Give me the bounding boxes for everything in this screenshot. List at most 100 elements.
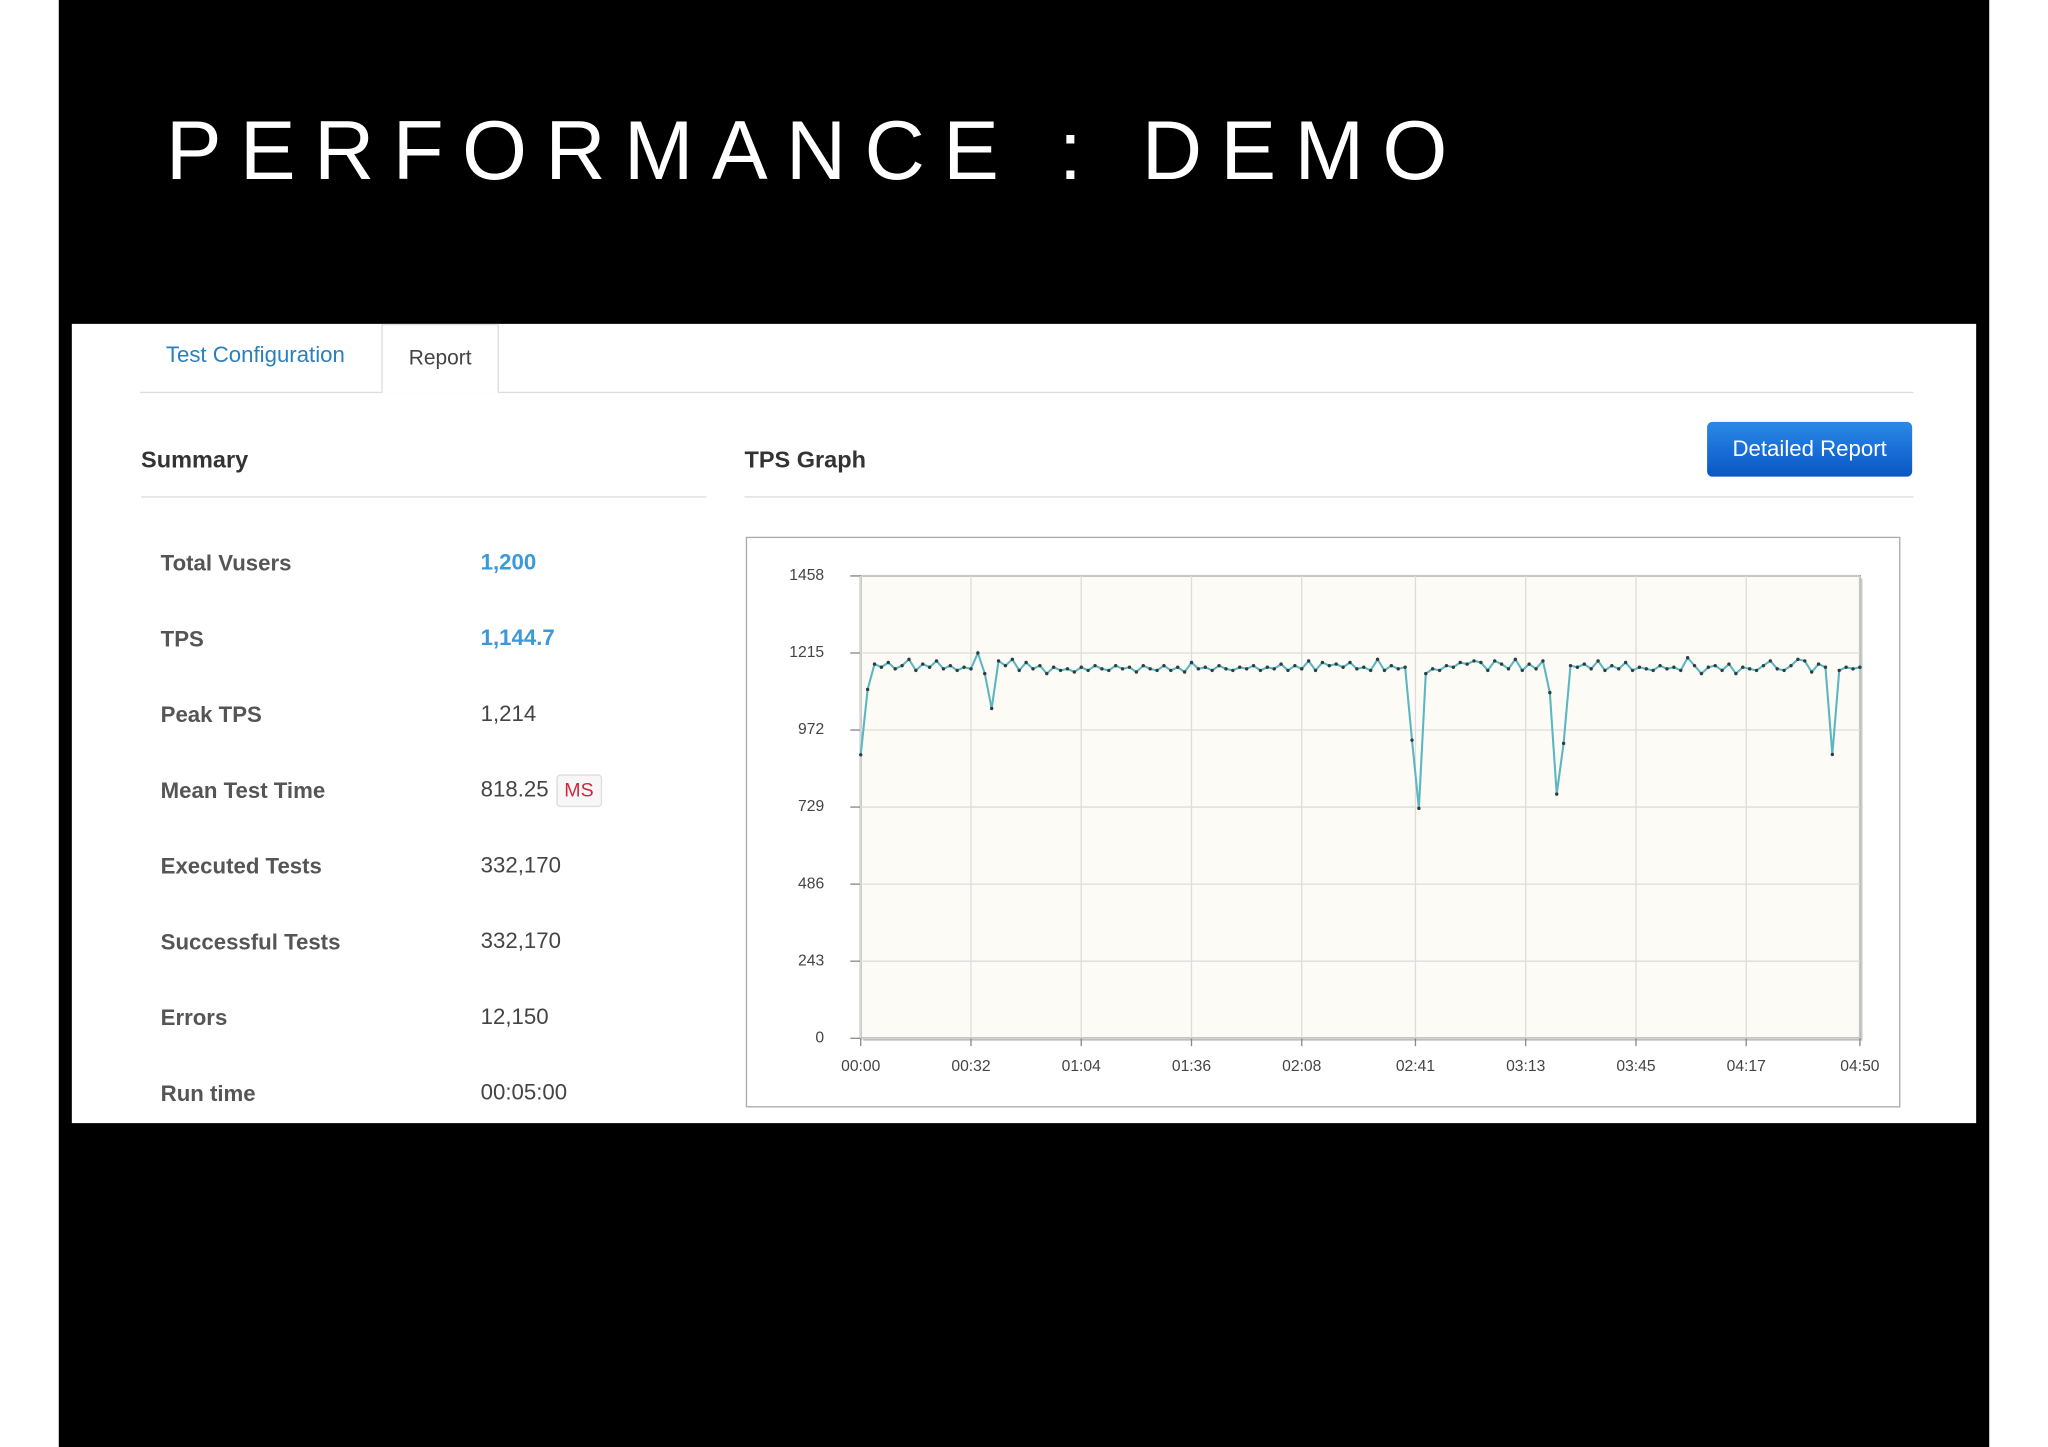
tps-point: [1499, 662, 1504, 666]
tps-point: [1327, 663, 1332, 668]
tps-point: [1162, 663, 1166, 668]
tps-point: [1244, 667, 1249, 671]
tps-point: [1196, 667, 1201, 671]
tps-point: [996, 659, 1001, 663]
tps-point: [1444, 663, 1449, 668]
tab[interactable]: Test Configuration: [165, 342, 345, 367]
chart-frame: 0 243 486 729 972 1215 1458 00:00 00:32 01:04 01:3…: [745, 536, 1901, 1108]
tps-point: [1045, 671, 1049, 676]
tps-point: [969, 667, 973, 671]
tps-point: [1417, 806, 1421, 811]
tps-point: [879, 665, 884, 669]
tps-point: [941, 667, 946, 671]
tps-point: [1176, 665, 1180, 669]
x-tick-label: 02:08: [1282, 1058, 1321, 1075]
tps-point: [1238, 665, 1242, 669]
tps-point: [983, 671, 987, 676]
row-label: Run time: [160, 1081, 256, 1107]
y-tick-label: 1215: [789, 644, 824, 661]
tps-point: [921, 662, 925, 666]
tps-point: [1561, 741, 1566, 746]
tps-point: [1803, 659, 1807, 663]
x-tick-label: 01:04: [1062, 1058, 1101, 1075]
tps-point: [1072, 670, 1077, 674]
value-text: 1,214: [480, 701, 537, 727]
tps-point: [962, 665, 966, 669]
detailed-report-button[interactable]: Detailed Report: [1707, 421, 1913, 477]
rule: [141, 496, 707, 498]
row-value: 1,144.7: [481, 626, 555, 652]
tps-point: [1679, 668, 1683, 673]
tps-point: [1051, 665, 1056, 669]
row-value: 12,150: [481, 1004, 549, 1030]
row-label: Total Vusers: [160, 551, 292, 576]
tps-point: [1355, 667, 1359, 671]
y-tick-label: 1458: [789, 567, 824, 584]
tps-point: [1210, 668, 1214, 673]
tps-point: [1086, 668, 1090, 673]
value-text: 818.25: [480, 777, 549, 802]
row-label: Mean Test Time: [160, 778, 326, 804]
value-text: 1,144.7: [480, 625, 555, 651]
tps-point: [1113, 663, 1118, 668]
value-text: 332,170: [480, 928, 561, 954]
tps-point: [1527, 662, 1531, 666]
tps-point: [1472, 659, 1476, 663]
row-value: 332,170: [481, 853, 561, 879]
tps-point: [1692, 663, 1697, 668]
unit-badge: MS: [556, 774, 602, 808]
tps-point: [1479, 660, 1483, 665]
tps-point: [1665, 667, 1669, 671]
x-tick-label: 03:45: [1616, 1058, 1655, 1075]
tps-point: [1555, 792, 1559, 796]
tps-point: [1003, 663, 1008, 668]
tps-point: [1713, 663, 1717, 668]
tps-point: [1320, 660, 1325, 665]
tps-point: [1603, 668, 1607, 673]
row-label: Errors: [160, 1005, 228, 1031]
tps-point: [1741, 665, 1745, 669]
row-value: 818.25 MS: [480, 774, 602, 808]
tps-point: [927, 665, 932, 669]
tps-point: [1300, 667, 1304, 671]
row-label: TPS: [160, 626, 204, 652]
tps-point: [1844, 665, 1848, 669]
tps-point: [1465, 662, 1469, 666]
tps-point: [934, 659, 939, 663]
tps-point: [1396, 667, 1400, 671]
tps-point: [1348, 660, 1352, 665]
summary-heading: Summary: [141, 446, 249, 473]
tps-point: [1685, 656, 1690, 660]
tps-point: [1734, 671, 1738, 676]
tps-point: [1286, 668, 1290, 673]
x-tick-label: 02:41: [1396, 1058, 1435, 1075]
tps-point: [976, 651, 980, 655]
x-tick-label: 00:32: [951, 1058, 990, 1075]
tps-point: [1389, 663, 1394, 668]
chart: 0 243 486 729 972 1215 1458 00:00 00:32 01:04 01:3…: [789, 567, 1879, 1075]
tps-point: [1120, 667, 1125, 671]
row-label: Successful Tests: [160, 929, 341, 955]
tps-point: [1644, 667, 1648, 671]
row-value: 1,214: [481, 701, 537, 727]
tps-point: [1534, 667, 1538, 671]
value-text: 332,170: [480, 852, 561, 878]
tps-point: [1761, 663, 1766, 668]
tps-point: [1258, 668, 1263, 673]
tps-point: [1513, 657, 1518, 662]
tps-point: [1148, 667, 1152, 671]
tps-point: [1293, 663, 1297, 668]
tps-point: [1424, 671, 1428, 676]
value-text: 00:05:00: [480, 1080, 568, 1105]
tps-point: [1017, 668, 1021, 673]
tps-point: [1107, 668, 1111, 673]
tps-point: [1430, 667, 1435, 671]
tps-point: [1265, 665, 1269, 669]
tps-point: [872, 662, 877, 666]
tps-point: [1182, 670, 1187, 674]
tps-point: [1127, 665, 1132, 669]
tab-active[interactable]: Report: [381, 323, 499, 394]
tps-point: [1637, 665, 1642, 669]
tps-point: [914, 668, 918, 673]
